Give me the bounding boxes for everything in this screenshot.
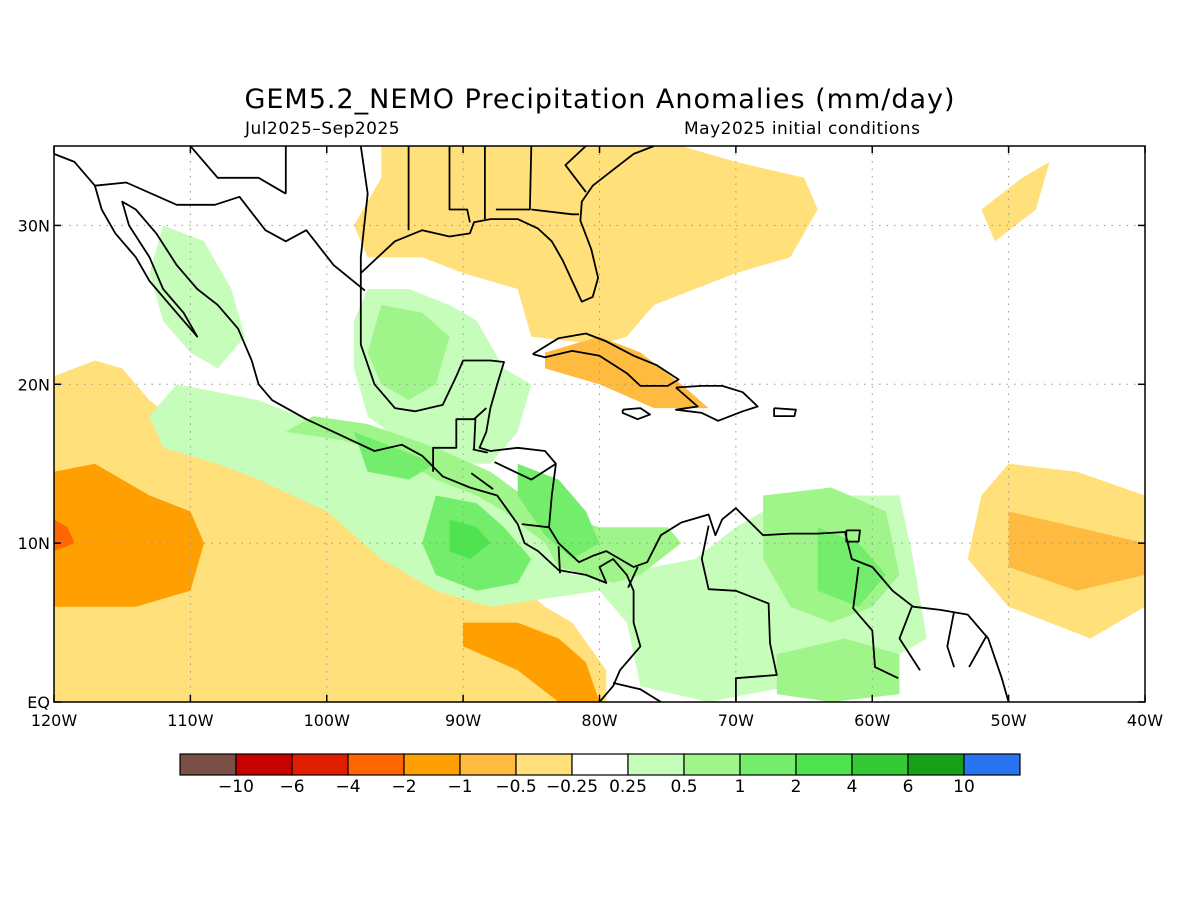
x-tick-label: 60W [854, 711, 890, 730]
x-tick-label: 50W [991, 711, 1027, 730]
x-tick-label: 40W [1127, 711, 1163, 730]
coastline [448, 146, 471, 223]
colorbar-label: 2 [791, 777, 802, 797]
coastline [946, 611, 955, 668]
colorbar-label: 6 [903, 777, 914, 797]
y-tick-label: 20N [18, 375, 50, 394]
colorbar-swatch [235, 753, 293, 776]
coastline [675, 384, 759, 422]
colorbar-swatch [291, 753, 349, 776]
coastline [700, 525, 778, 702]
y-tick-label: 10N [18, 534, 50, 553]
coastline [521, 523, 550, 529]
colorbar-label: −0.25 [546, 777, 598, 797]
colorbar-label: 4 [847, 777, 858, 797]
coastline [564, 146, 587, 193]
x-tick-label: 120W [31, 711, 78, 730]
coastline [472, 448, 488, 454]
colorbar-swatch [571, 753, 629, 776]
anomaly-region-2 [817, 527, 886, 607]
colorbar-label: −0.5 [495, 777, 536, 797]
anomaly-region-neg2 [54, 463, 204, 607]
x-tick-label: 110W [167, 711, 214, 730]
forecast-period: Jul2025–Sep2025 [245, 119, 401, 139]
colorbar-label: 0.25 [609, 777, 647, 797]
graticule [54, 146, 1145, 702]
coastline [621, 407, 651, 421]
coastline [557, 546, 561, 574]
coastline [359, 146, 1010, 702]
colorbar-swatch [851, 753, 909, 776]
coastline [532, 332, 680, 387]
colorbar-label: −6 [279, 777, 304, 797]
anomaly-region-0.5 [149, 384, 927, 702]
anomaly-region-neg2 [463, 622, 600, 702]
coastline [627, 566, 639, 588]
x-tick-label: 70W [718, 711, 754, 730]
colorbar-swatch [403, 753, 461, 776]
colorbar-swatch [739, 753, 797, 776]
coastline [495, 146, 533, 211]
x-tick-label: 100W [304, 711, 351, 730]
colorbar-swatch [683, 753, 741, 776]
coastline [360, 146, 655, 303]
colorbar-swatch [795, 753, 853, 776]
coastline [473, 407, 487, 420]
coastline [494, 461, 557, 481]
coastline [968, 634, 988, 668]
x-tick-label: 90W [445, 711, 481, 730]
colorbar-label: −2 [391, 777, 416, 797]
coastline [531, 208, 579, 216]
anomaly-region-2 [517, 463, 600, 559]
colorbar-swatch [459, 753, 517, 776]
anomaly-region-4 [449, 519, 491, 559]
colorbar-swatch [963, 753, 1021, 776]
coastline [94, 181, 366, 292]
anomaly-region-1 [776, 638, 900, 702]
colorbar-label: −10 [218, 777, 254, 797]
coastline [189, 146, 287, 195]
colorbar-swatch [347, 753, 405, 776]
coastline [54, 153, 642, 702]
y-tick-label: EQ [27, 693, 50, 712]
anomaly-region-neg0.5 [981, 161, 1050, 242]
colorbar-swatch [907, 753, 965, 776]
colorbar-swatch [179, 753, 237, 776]
colorbar-swatch [515, 753, 573, 776]
coastline [773, 407, 797, 418]
colorbar-label: 0.5 [670, 777, 697, 797]
coastline [852, 566, 899, 680]
coastline [470, 472, 494, 490]
coastline [845, 529, 861, 543]
coastlines-and-borders [54, 146, 1010, 702]
colorbar-label: −4 [335, 777, 360, 797]
coastline [432, 418, 477, 472]
anomaly-region-neg1 [1008, 511, 1145, 591]
colorbar-label: 1 [735, 777, 746, 797]
anomaly-region-2 [354, 431, 436, 480]
anomaly-region-1 [367, 304, 450, 401]
y-tick-label: 30N [18, 216, 50, 235]
colorbar: −10 −6 −4 −2 −1 −0.5 −0.25 0.25 0.5 1 2 4 6 10 [179, 753, 1021, 797]
initial-conditions: May2025 initial conditions [684, 119, 921, 139]
map-title: GEM5.2_NEMO Precipitation Anomalies (mm/… [244, 84, 956, 115]
colorbar-swatch [627, 753, 685, 776]
anomaly-region-neg0.5 [354, 146, 818, 345]
colorbar-label: 10 [953, 777, 975, 797]
x-tick-label: 80W [581, 711, 617, 730]
coastline [612, 682, 662, 702]
coastline [898, 606, 921, 671]
colorbar-label: −1 [447, 777, 472, 797]
axis-ticks: 120W 110W 100W 90W 80W 70W 60W 50W 40W 30N 20N 10N E… [18, 146, 1163, 730]
